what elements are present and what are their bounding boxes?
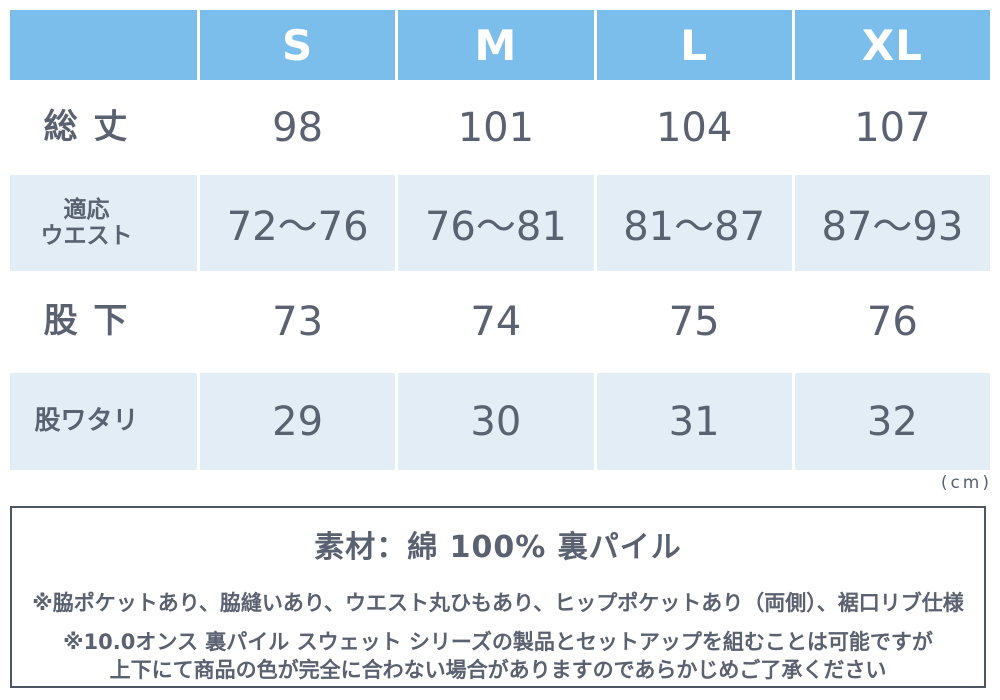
cell-total-length-l: 104 [593,80,792,175]
cell-inseam-l: 75 [593,271,792,373]
cell-total-length-s: 98 [197,80,395,175]
table-row-inseam: 股 下 73 74 75 76 [10,271,990,373]
row-label-text: 股ワタリ [34,405,139,436]
header-size-m: M [395,10,593,80]
row-label-text: ウエスト [40,223,133,249]
table-row-total-length: 総 丈 98 101 104 107 [10,80,990,175]
cell-waist-xl: 87〜93 [791,175,990,271]
cell-thigh-m: 30 [395,373,593,470]
row-label-text: 適応 [63,196,110,223]
cell-inseam-xl: 76 [791,271,990,373]
cell-thigh-xl: 32 [791,373,990,470]
cell-waist-m: 76〜81 [395,175,593,271]
cell-waist-s: 72〜76 [197,175,395,271]
cell-inseam-m: 74 [395,271,593,373]
table-row-thigh: 股ワタリ 29 30 31 32 [10,373,990,470]
cell-total-length-m: 101 [395,80,593,175]
header-corner-cell [10,10,197,80]
row-label-thigh: 股ワタリ [10,373,197,470]
setup-note-line2: 上下にて商品の色が完全に合わない場合がありますのであらかじめご了承ください [109,657,887,682]
cell-waist-l: 81〜87 [593,175,792,271]
row-label-text: 総 丈 [43,106,130,147]
row-label-waist: 適応 ウエスト [10,175,197,271]
cell-inseam-s: 73 [197,271,395,373]
size-table-header-row: S M L XL [10,10,990,80]
row-label-text: 股 下 [43,301,130,342]
size-table: S M L XL 総 丈 98 101 104 107 適応 ウエスト 72〜7… [10,10,990,470]
table-row-waist: 適応 ウエスト 72〜76 76〜81 81〜87 87〜93 [10,175,990,271]
material-title: 素材：綿 100% 裏パイル [314,530,682,565]
setup-note-line1: ※10.0オンス 裏パイル スウェット シリーズの製品とセットアップを組むことは… [63,630,933,655]
cell-thigh-l: 31 [593,373,792,470]
row-label-total-length: 総 丈 [10,80,197,175]
unit-note: (cm) [940,473,992,493]
cell-thigh-s: 29 [197,373,395,470]
material-info-box: 素材：綿 100% 裏パイル ※脇ポケットあり、脇縫いあり、ウエスト丸ひもあり、… [10,506,986,688]
header-size-s: S [197,10,395,80]
header-size-xl: XL [791,10,990,80]
features-note: ※脇ポケットあり、脇縫いあり、ウエスト丸ひもあり、ヒップポケットあり（両側）、裾… [32,591,964,615]
cell-total-length-xl: 107 [791,80,990,175]
row-label-inseam: 股 下 [10,271,197,373]
header-size-l: L [593,10,792,80]
